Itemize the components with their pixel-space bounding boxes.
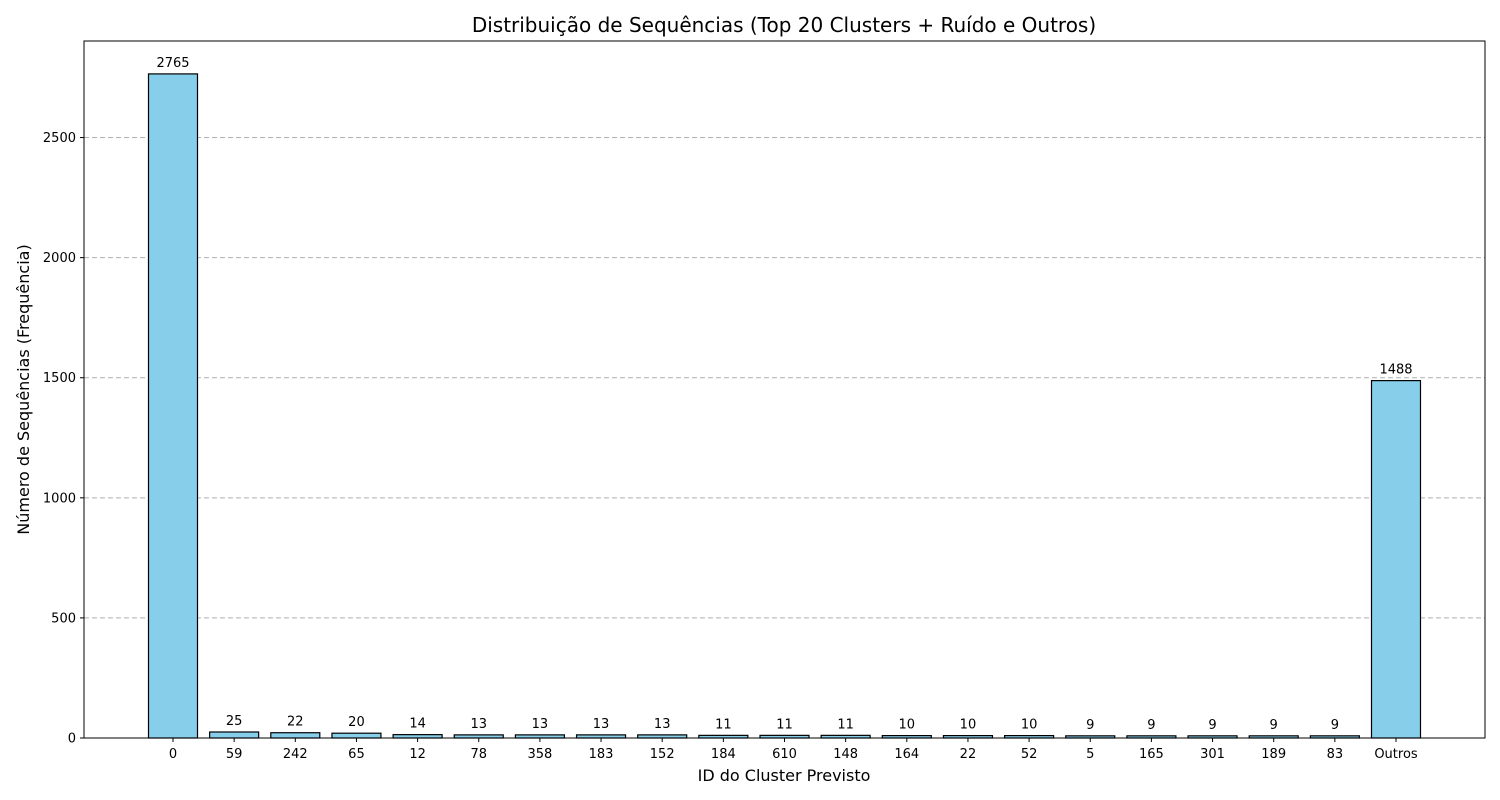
- bar: [147, 73, 199, 739]
- y-tick-label: 1000: [43, 491, 76, 506]
- y-tick-label: 1500: [43, 371, 76, 386]
- x-tick-label: 12: [409, 747, 426, 762]
- x-tick-label: 59: [226, 747, 243, 762]
- bar-value-label: 9: [1331, 718, 1339, 733]
- y-tick-label: 500: [51, 611, 76, 626]
- bar-value-label: 20: [348, 715, 365, 730]
- x-tick-label: 52: [1021, 747, 1038, 762]
- chart-title: Distribuição de Sequências (Top 20 Clust…: [472, 13, 1096, 37]
- bar-value-label: 9: [1208, 718, 1216, 733]
- x-tick-label: 164: [894, 747, 919, 762]
- y-tick-label: 2000: [43, 251, 76, 266]
- x-tick-label: 148: [833, 747, 858, 762]
- x-tick-label: 165: [1139, 747, 1164, 762]
- bar-value-label: 13: [593, 717, 610, 732]
- x-axis-ticks: 0 59 242 65 12 78 358 183 152 184 610 148 164 22 52 5 16…: [169, 738, 1418, 762]
- bar: [392, 734, 443, 739]
- x-tick-label: 358: [527, 747, 552, 762]
- bar-value-label: 9: [1270, 718, 1278, 733]
- bar: [331, 732, 382, 739]
- x-tick-label: 65: [348, 747, 365, 762]
- x-tick-label: 184: [711, 747, 736, 762]
- bar-value-label: 2765: [156, 56, 189, 71]
- bar-value-label: 13: [470, 717, 487, 732]
- y-tick-label: 2500: [43, 131, 76, 146]
- x-tick-label: 189: [1261, 747, 1286, 762]
- y-axis-ticks: 0 500 1000 1500 2000 2500: [43, 131, 84, 747]
- x-tick-label: 183: [589, 747, 614, 762]
- bar-value-label: 25: [226, 714, 243, 729]
- x-tick-label: 610: [772, 747, 797, 762]
- x-tick-label: 5: [1086, 747, 1094, 762]
- bars: [147, 73, 1422, 739]
- x-tick-label: Outros: [1374, 747, 1418, 762]
- bar-value-label: 10: [899, 718, 916, 733]
- bar-value-label: 1488: [1379, 363, 1412, 378]
- x-axis-label: ID do Cluster Previsto: [698, 766, 871, 785]
- x-tick-label: 152: [650, 747, 675, 762]
- bar-value-label: 9: [1147, 718, 1155, 733]
- bar-value-label: 11: [715, 717, 732, 732]
- bar-value-label: 11: [776, 717, 793, 732]
- x-tick-label: 22: [960, 747, 977, 762]
- bar-value-label: 14: [409, 717, 426, 732]
- bar-value-label: 22: [287, 715, 304, 730]
- bar: [270, 732, 321, 739]
- bar: [209, 731, 260, 739]
- gridlines: [84, 137, 1485, 619]
- bar: [1370, 380, 1422, 739]
- bar-value-label: 11: [837, 717, 854, 732]
- x-tick-label: 242: [283, 747, 308, 762]
- y-tick-label: 0: [68, 732, 76, 747]
- bar-value-label: 10: [960, 718, 977, 733]
- y-axis-label: Número de Sequências (Frequência): [14, 244, 33, 534]
- bar-value-label: 13: [654, 717, 671, 732]
- bar-value-label: 13: [532, 717, 549, 732]
- x-tick-label: 78: [470, 747, 487, 762]
- x-tick-label: 301: [1200, 747, 1225, 762]
- bar-value-label: 10: [1021, 718, 1038, 733]
- plot-frame: [83, 40, 1486, 739]
- x-tick-label: 83: [1327, 747, 1344, 762]
- x-tick-label: 0: [169, 747, 177, 762]
- bar-value-label: 9: [1086, 718, 1094, 733]
- data-labels: 2765 25 22 20 14 13 13 13 13 11 11 11 10 10 10 9 9 9 9 9 148…: [156, 56, 1412, 733]
